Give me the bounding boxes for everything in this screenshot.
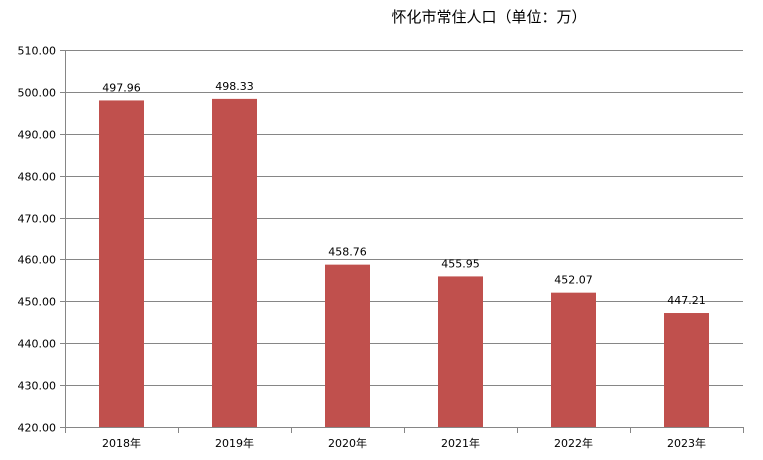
data-label: 458.76 (328, 246, 367, 259)
y-tick-label: 430.00 (18, 380, 57, 393)
y-tick-label: 420.00 (18, 422, 57, 435)
x-tick-label: 2019年 (215, 436, 254, 450)
data-label: 498.33 (215, 80, 254, 93)
bar (99, 100, 144, 428)
y-tick-label: 470.00 (18, 213, 57, 226)
bar (438, 276, 483, 427)
y-tick-label: 460.00 (18, 254, 57, 267)
x-tick-label: 2023年 (667, 436, 706, 450)
x-tick-label: 2020年 (328, 436, 367, 450)
data-label: 455.95 (441, 257, 480, 270)
x-tick-label: 2022年 (554, 436, 593, 450)
bar (551, 292, 596, 427)
data-label: 452.07 (554, 274, 593, 287)
chart-title: 怀化市常住人口（单位：万） (391, 8, 587, 26)
y-tick-label: 480.00 (18, 171, 57, 184)
bar (664, 313, 709, 427)
data-label: 447.21 (667, 294, 706, 307)
y-tick-label: 510.00 (18, 45, 57, 58)
x-tick-label: 2018年 (102, 436, 141, 450)
bar (325, 264, 370, 427)
y-tick-label: 450.00 (18, 296, 57, 309)
data-label: 497.96 (102, 81, 141, 94)
y-tick-label: 440.00 (18, 338, 57, 351)
y-tick-label: 500.00 (18, 87, 57, 100)
x-tick-label: 2021年 (441, 436, 480, 450)
y-tick-label: 490.00 (18, 129, 57, 142)
bar (212, 98, 257, 427)
